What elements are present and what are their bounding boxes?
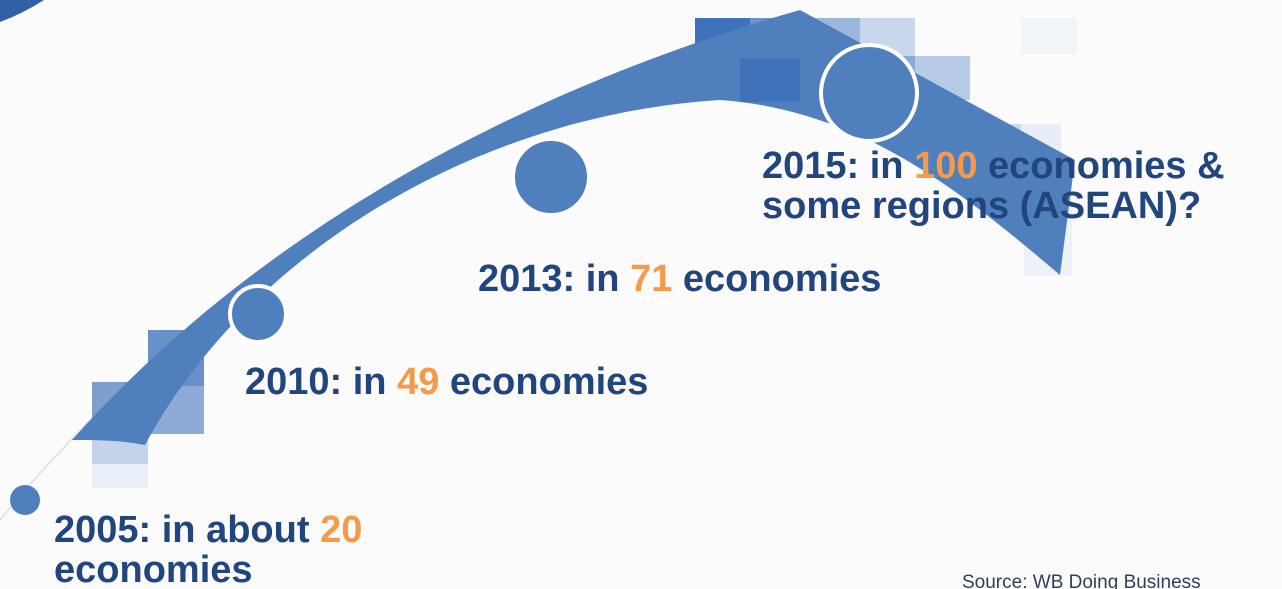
milestone-2015-line2: some regions (ASEAN)? [762,185,1202,227]
milestone-2010: 2010: in 49 economies [245,362,648,402]
milestone-2013-suffix: economies [672,258,882,300]
milestone-2010-prefix: 2010: in [245,361,398,403]
milestone-2013-number: 71 [630,258,673,300]
corner-swoosh [0,0,44,22]
source-note: Source: WB Doing Business [962,572,1201,589]
milestone-2010-number: 49 [397,361,440,403]
timeline-arc [72,10,1075,445]
milestone-2005-number: 20 [320,509,363,551]
milestone-2015-prefix: 2015: in [762,145,915,187]
milestone-2005-prefix: 2005: in about [54,509,321,551]
milestone-2013: 2013: in 71 economies [478,259,881,299]
milestone-2015-number: 100 [914,145,978,187]
milestone-2013-prefix: 2013: in [478,258,631,300]
milestone-2015-suffix: economies & [977,145,1225,187]
milestone-2005-line2: economies [54,549,253,589]
milestone-circle-2010 [228,284,288,344]
milestone-circle-2015 [819,43,919,143]
milestone-circle-2013 [511,137,591,217]
milestone-2010-suffix: economies [439,361,649,403]
milestone-2005: 2005: in about 20 economies [54,510,362,589]
arc-square [740,58,800,102]
milestone-dot-2005 [10,485,40,515]
milestone-2015: 2015: in 100 economies & some regions (A… [762,146,1225,226]
